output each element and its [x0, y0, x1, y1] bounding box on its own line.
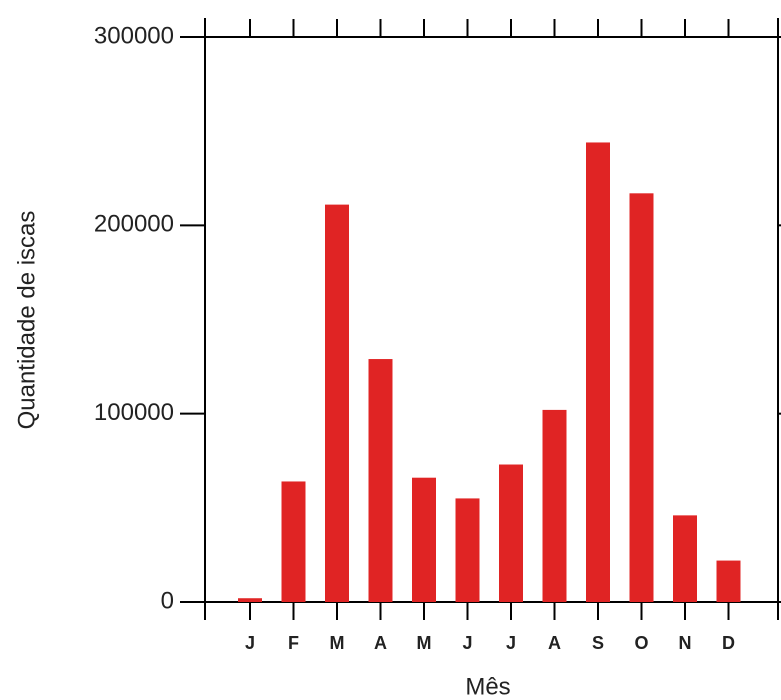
bar [238, 598, 262, 602]
x-tick-label: O [634, 633, 648, 653]
y-tick-label: 0 [161, 587, 174, 614]
x-tick-label: S [592, 633, 604, 653]
bar [716, 560, 741, 602]
y-tick-label: 300000 [94, 22, 174, 49]
bar [368, 359, 393, 602]
x-tick-label: M [417, 633, 432, 653]
bar [542, 409, 567, 602]
bar [412, 477, 436, 602]
x-tick-label: J [245, 633, 255, 653]
bar [325, 204, 349, 602]
x-tick-label: D [722, 633, 735, 653]
bar [499, 464, 523, 602]
x-tick-label: J [506, 633, 516, 653]
y-tick-label: 200000 [94, 211, 174, 238]
bar [629, 193, 654, 603]
x-tick-label: A [548, 633, 561, 653]
x-tick-label: M [330, 633, 345, 653]
bar [455, 498, 480, 602]
bar [673, 515, 697, 602]
y-axis-label: Quantidade de iscas [13, 211, 40, 430]
bar [586, 142, 610, 602]
bar [281, 481, 306, 602]
x-tick-label: F [288, 633, 299, 653]
x-tick-label: A [374, 633, 387, 653]
y-tick-label: 100000 [94, 399, 174, 426]
x-tick-label: J [462, 633, 472, 653]
x-tick-label: N [679, 633, 692, 653]
x-axis-label: Mês [465, 673, 510, 700]
